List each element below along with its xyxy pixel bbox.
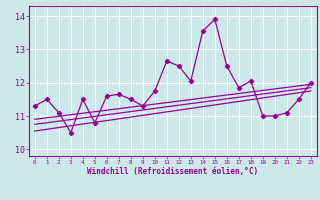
X-axis label: Windchill (Refroidissement éolien,°C): Windchill (Refroidissement éolien,°C) — [87, 167, 258, 176]
